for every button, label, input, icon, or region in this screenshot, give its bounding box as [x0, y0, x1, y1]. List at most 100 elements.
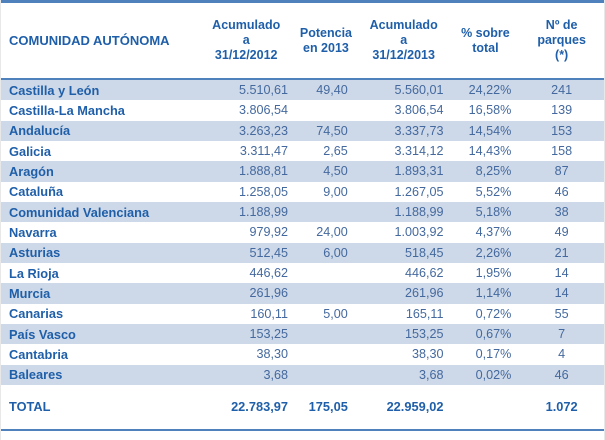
- cell-acumulado-2013: 3.337,73: [394, 123, 444, 138]
- cell-pct-sobre-total: 16,58%: [468, 103, 512, 118]
- table-header-row: COMUNIDAD AUTÓNOMA Acumulado a 31/12/201…: [1, 3, 604, 80]
- table-row: Aragón 1.888,81 4,50 1.893,31 8,25% 87: [1, 161, 604, 182]
- cell-pct-sobre-total: 1,95%: [475, 266, 512, 281]
- cell-potencia-2013: 6,00: [323, 245, 348, 260]
- cell-comunidad: País Vasco: [9, 326, 76, 342]
- table-row: Navarra 979,92 24,00 1.003,92 4,37% 49: [1, 222, 604, 242]
- cell-acumulado-2013: 3.314,12: [394, 144, 444, 159]
- cell-pct-sobre-total: 5,52%: [475, 184, 512, 199]
- cell-acumulado-2013: 1.003,92: [394, 225, 444, 240]
- cell-potencia-2013: 2,65: [323, 144, 348, 159]
- table-row: Asturias 512,45 6,00 518,45 2,26% 21: [1, 242, 604, 263]
- cell-acumulado-2012: 3.311,47: [239, 144, 288, 159]
- cell-pct-sobre-total: 5,18%: [475, 205, 512, 220]
- cell-acumulado-2012: 261,96: [249, 286, 288, 301]
- cell-acumulado-2012: 38,30: [256, 347, 288, 362]
- table-row: País Vasco 153,25 153,25 0,67% 7: [1, 323, 604, 345]
- cell-num-parques: 87: [554, 164, 569, 179]
- cell-acumulado-2012: 1.258,05: [238, 184, 288, 199]
- table-row: Canarias 160,11 5,00 165,11 0,72% 55: [1, 304, 604, 324]
- cell-comunidad: Baleares: [9, 367, 63, 383]
- cell-acumulado-2012: 153,25: [249, 327, 288, 342]
- cell-acumulado-2013: 38,30: [411, 347, 444, 362]
- total-acumulado-2013: 22.959,02: [386, 399, 444, 415]
- cell-num-parques: 4: [558, 347, 566, 362]
- cell-acumulado-2012: 3.806,54: [238, 103, 288, 118]
- cell-acumulado-2012: 446,62: [249, 266, 288, 281]
- cell-potencia-2013: 4,50: [323, 164, 348, 179]
- table-row: Comunidad Valenciana 1.188,99 1.188,99 5…: [1, 201, 604, 223]
- cell-comunidad: Castilla y León: [9, 82, 100, 98]
- cell-comunidad: Cataluña: [9, 184, 64, 200]
- column-header-num-parques: Nº de parques (*): [537, 18, 586, 62]
- column-header-acumulado-2012: Acumulado a 31/12/2012: [212, 18, 281, 62]
- total-label: TOTAL: [9, 399, 51, 415]
- cell-acumulado-2012: 5.510,61: [238, 83, 288, 98]
- cell-comunidad: La Rioja: [9, 265, 59, 281]
- table-row: Murcia 261,96 261,96 1,14% 14: [1, 283, 604, 304]
- cell-acumulado-2012: 1.188,99: [238, 205, 288, 220]
- cell-num-parques: 158: [551, 144, 573, 159]
- cell-pct-sobre-total: 0,67%: [475, 327, 512, 342]
- cell-pct-sobre-total: 0,02%: [475, 367, 512, 382]
- cell-acumulado-2012: 160,11: [250, 306, 288, 321]
- cell-pct-sobre-total: 1,14%: [475, 286, 512, 301]
- cell-comunidad: Cantabria: [9, 346, 69, 362]
- bottom-border-line: [1, 428, 604, 431]
- cell-num-parques: 241: [551, 83, 573, 98]
- cell-acumulado-2013: 3,68: [418, 367, 444, 382]
- cell-num-parques: 14: [554, 266, 569, 281]
- cell-potencia-2013: 24,00: [316, 225, 348, 240]
- table-row: Galicia 3.311,47 2,65 3.314,12 14,43% 15…: [1, 141, 604, 161]
- cell-acumulado-2013: 261,96: [404, 286, 444, 301]
- table-body: Castilla y León 5.510,61 49,40 5.560,01 …: [1, 80, 604, 385]
- top-border-line: [1, 0, 604, 3]
- cell-num-parques: 49: [554, 225, 569, 240]
- cell-acumulado-2012: 512,45: [249, 245, 288, 260]
- cell-pct-sobre-total: 4,37%: [475, 225, 512, 240]
- cell-pct-sobre-total: 0,72%: [475, 306, 512, 321]
- cell-comunidad: Aragón: [9, 163, 54, 179]
- cell-acumulado-2012: 3,68: [263, 367, 288, 382]
- cell-acumulado-2013: 446,62: [404, 266, 444, 281]
- total-num-parques: 1.072: [545, 399, 578, 415]
- cell-pct-sobre-total: 24,22%: [468, 83, 512, 98]
- total-acumulado-2012: 22.783,97: [231, 399, 288, 415]
- cell-num-parques: 21: [554, 245, 569, 260]
- table-row: Baleares 3,68 3,68 0,02% 46: [1, 364, 604, 385]
- cell-num-parques: 46: [554, 184, 569, 199]
- table-row: Castilla y León 5.510,61 49,40 5.560,01 …: [1, 80, 604, 101]
- total-potencia-2013: 175,05: [308, 399, 348, 415]
- cell-potencia-2013: 5,00: [323, 306, 348, 321]
- cell-acumulado-2012: 3.263,23: [238, 123, 288, 138]
- cell-pct-sobre-total: 14,54%: [468, 123, 512, 138]
- cell-num-parques: 153: [551, 123, 573, 138]
- table-row: La Rioja 446,62 446,62 1,95% 14: [1, 263, 604, 283]
- cell-pct-sobre-total: 2,26%: [475, 245, 512, 260]
- cell-acumulado-2013: 5.560,01: [394, 83, 444, 98]
- cell-potencia-2013: 74,50: [316, 123, 348, 138]
- cell-pct-sobre-total: 0,17%: [475, 347, 512, 362]
- cell-acumulado-2013: 1.188,99: [394, 205, 444, 220]
- cell-pct-sobre-total: 8,25%: [475, 164, 512, 179]
- cell-pct-sobre-total: 14,43%: [468, 144, 512, 159]
- cell-acumulado-2013: 3.806,54: [394, 103, 444, 118]
- table-row: Cantabria 38,30 38,30 0,17% 4: [1, 344, 604, 364]
- cell-comunidad: Andalucía: [9, 123, 71, 139]
- column-header-comunidad: COMUNIDAD AUTÓNOMA: [9, 33, 170, 48]
- cell-comunidad: Comunidad Valenciana: [9, 204, 150, 220]
- cell-num-parques: 139: [551, 103, 573, 118]
- cell-num-parques: 46: [554, 367, 569, 382]
- cell-potencia-2013: 49,40: [316, 83, 348, 98]
- cell-acumulado-2013: 153,25: [404, 327, 444, 342]
- cell-acumulado-2013: 518,45: [404, 245, 444, 260]
- cell-comunidad: Navarra: [9, 224, 57, 240]
- table-row: Cataluña 1.258,05 9,00 1.267,05 5,52% 46: [1, 182, 604, 202]
- cell-acumulado-2012: 979,92: [249, 225, 288, 240]
- cell-comunidad: Castilla-La Mancha: [9, 102, 125, 118]
- column-header-acumulado-2013: Acumulado a 31/12/2013: [369, 18, 438, 62]
- column-header-potencia-2013: Potencia en 2013: [299, 25, 352, 55]
- cell-acumulado-2013: 1.267,05: [394, 184, 444, 199]
- cell-acumulado-2013: 165,11: [405, 306, 444, 321]
